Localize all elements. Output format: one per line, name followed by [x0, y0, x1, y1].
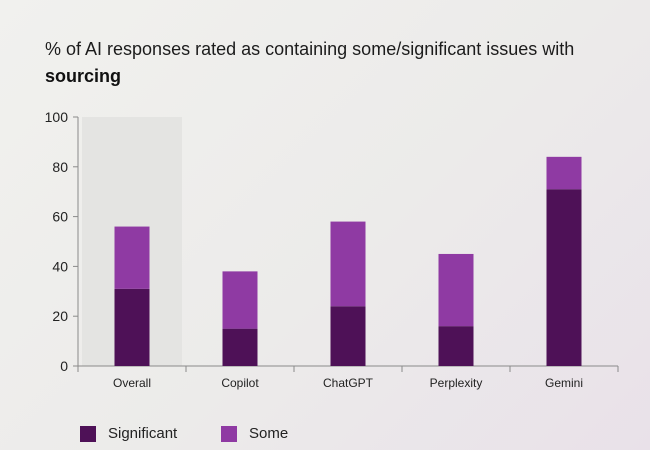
x-tick-label: Copilot — [221, 376, 259, 390]
bar-some-chatgpt — [330, 221, 366, 307]
bar-some-gemini — [546, 156, 582, 190]
x-tick-label: Overall — [113, 376, 151, 390]
bar-some-perplexity — [438, 253, 474, 327]
x-tick-label: Perplexity — [430, 376, 483, 390]
bar-some-overall — [114, 226, 150, 289]
legend-swatch-significant — [80, 425, 96, 442]
legend-label-significant: Significant — [108, 425, 178, 442]
legend-label-some: Some — [249, 425, 289, 442]
y-tick-label: 0 — [60, 358, 68, 374]
chart-title-emphasis: sourcing — [45, 66, 122, 86]
y-tick-label: 40 — [52, 258, 68, 274]
bar-some-copilot — [222, 271, 258, 329]
bar-significant-perplexity — [438, 326, 474, 366]
x-tick-label: ChatGPT — [323, 376, 374, 390]
bar-significant-copilot — [222, 328, 258, 366]
y-tick-label: 100 — [45, 109, 69, 125]
y-tick-label: 20 — [52, 308, 68, 324]
bar-significant-chatgpt — [330, 306, 366, 366]
bar-significant-overall — [114, 288, 150, 366]
bar-significant-gemini — [546, 189, 582, 366]
x-tick-label: Gemini — [545, 376, 583, 390]
y-tick-label: 60 — [52, 209, 68, 225]
legend-swatch-some — [221, 425, 237, 442]
legend-item-some: Some — [221, 425, 288, 442]
chart-title-text: % of AI responses rated as containing so… — [45, 39, 575, 59]
y-tick-label: 80 — [52, 159, 68, 175]
legend-item-significant: Significant — [80, 425, 177, 442]
chart-title: % of AI responses rated as containing so… — [45, 36, 635, 90]
